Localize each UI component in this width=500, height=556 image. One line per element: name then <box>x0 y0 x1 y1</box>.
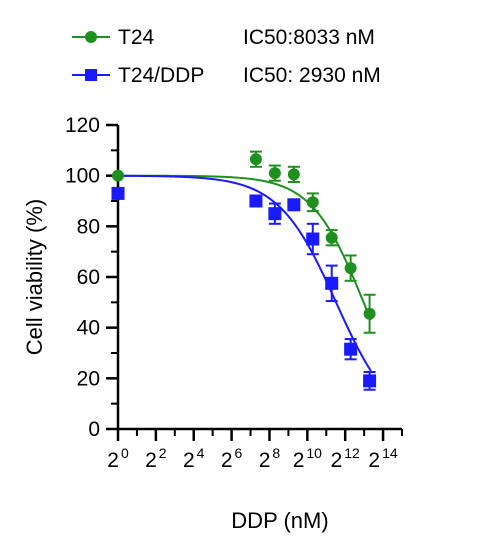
point-t24-ddp <box>363 374 377 388</box>
point-t24-ddp <box>111 186 125 200</box>
legend-label-t24: T24 <box>118 26 155 49</box>
point-t24 <box>344 262 357 275</box>
x-tick-label: 2 12 <box>331 445 360 472</box>
legend-ic50-t24-ddp: IC50: 2930 nM <box>243 64 381 87</box>
point-t24 <box>363 307 376 320</box>
point-t24-ddp <box>344 342 358 356</box>
point-t24 <box>306 196 319 209</box>
y-tick-label: 0 <box>88 418 100 441</box>
point-t24 <box>249 153 262 166</box>
y-axis-title: Cell viability (%) <box>22 199 47 355</box>
y-tick-label: 120 <box>65 114 100 137</box>
legend-marker-t24 <box>85 31 97 43</box>
y-tick-label: 40 <box>77 317 100 340</box>
axes: 0 20 40 60 80 100 120 2 0 2 2 2 4 2 6 2 8 2 10 2 12 2 14 <box>65 114 403 472</box>
fit-curve-t24 <box>118 174 372 321</box>
x-axis-title: DDP (nM) <box>231 508 328 533</box>
legend-label-t24-ddp: T24/DDP <box>118 64 204 87</box>
point-t24-ddp <box>268 207 282 221</box>
point-t24-ddp <box>325 276 339 290</box>
y-tick-label: 100 <box>65 165 100 188</box>
y-tick-label: 20 <box>77 367 100 390</box>
point-t24-ddp <box>306 232 320 246</box>
point-t24 <box>112 169 124 182</box>
fit-curve-t24-ddp <box>118 174 372 372</box>
point-t24 <box>268 167 281 180</box>
legend-ic50-t24: IC50:8033 nM <box>243 26 375 49</box>
point-t24-ddp <box>249 194 263 208</box>
x-tick-label: 2 14 <box>368 445 397 472</box>
legend-marker-t24-ddp <box>85 69 97 81</box>
point-t24 <box>325 231 338 244</box>
y-tick-label: 80 <box>77 215 100 238</box>
legend: T24 IC50:8033 nM T24/DDP IC50: 2930 nM <box>72 26 381 87</box>
legend-item-t24: T24 IC50:8033 nM <box>72 26 375 49</box>
data-points <box>111 150 377 391</box>
x-tick-label: 2 10 <box>293 445 322 472</box>
x-axis-ticks: 2 0 2 2 2 4 2 6 2 8 2 10 2 12 2 14 <box>107 429 403 472</box>
point-t24 <box>287 168 300 181</box>
y-tick-label: 60 <box>77 266 100 289</box>
y-axis-ticks: 0 20 40 60 80 100 120 <box>65 114 118 441</box>
point-t24-ddp <box>287 198 301 212</box>
fit-curves <box>118 174 372 372</box>
legend-item-t24-ddp: T24/DDP IC50: 2930 nM <box>72 64 381 87</box>
